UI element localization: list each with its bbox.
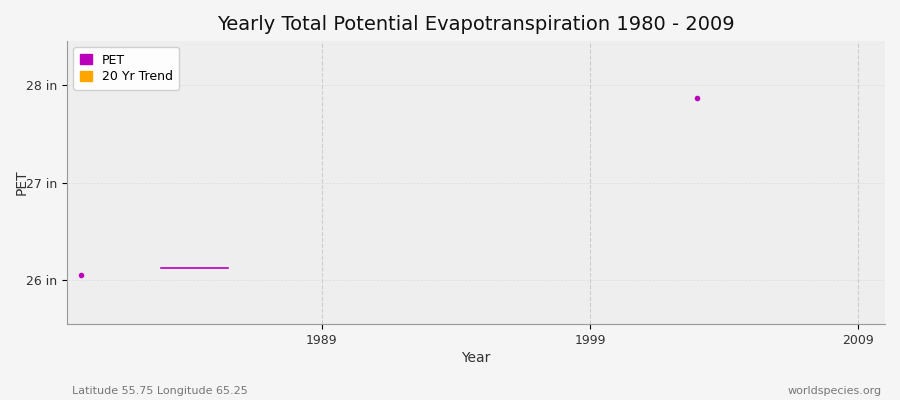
Title: Yearly Total Potential Evapotranspiration 1980 - 2009: Yearly Total Potential Evapotranspiratio… [217,15,735,34]
Y-axis label: PET: PET [15,170,29,196]
X-axis label: Year: Year [462,351,490,365]
Text: Latitude 55.75 Longitude 65.25: Latitude 55.75 Longitude 65.25 [72,386,248,396]
Text: worldspecies.org: worldspecies.org [788,386,882,396]
Legend: PET, 20 Yr Trend: PET, 20 Yr Trend [74,47,179,90]
